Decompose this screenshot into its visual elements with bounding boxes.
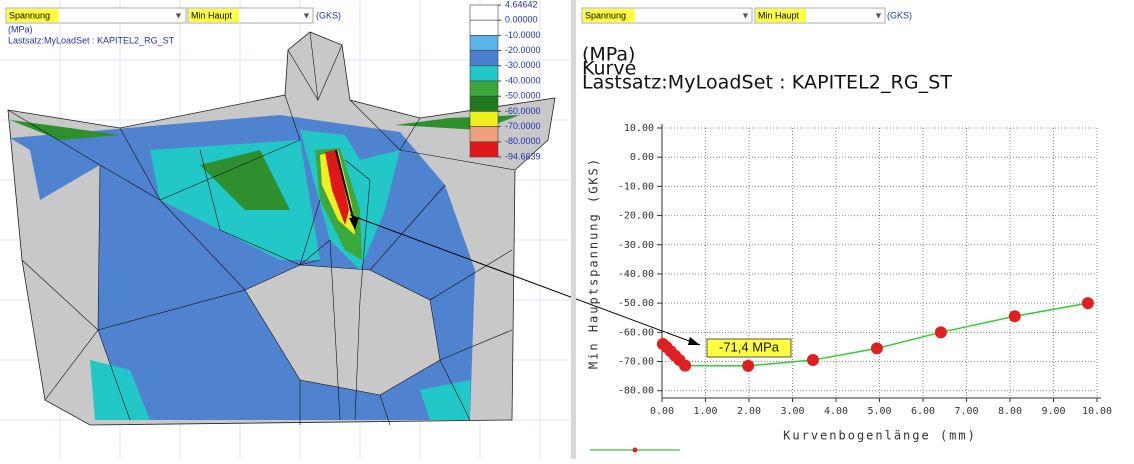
y-tick-label: -50.00 [618, 298, 654, 309]
data-point [742, 360, 754, 372]
data-point [871, 342, 883, 354]
x-tick-label: 10.00 [1082, 406, 1112, 417]
x-tick-label: 3.00 [780, 406, 804, 417]
annotation-text: -71,4 MPa [719, 339, 780, 354]
legend-swatch [470, 20, 498, 35]
y-tick-label: 0.00 [630, 152, 654, 163]
y-tick-label: 10.00 [624, 123, 654, 134]
legend-label: -70.0000 [505, 121, 541, 131]
color-legend: 4.64642 0.00000 -10.0000 -20.0000 -30.0000 -4… [470, 0, 541, 161]
legend-swatch [470, 111, 498, 126]
x-tick-label: 7.00 [954, 406, 978, 417]
data-point [679, 360, 691, 372]
data-point [1009, 310, 1021, 322]
dropdown-arrow: ▼ [874, 10, 883, 20]
legend-swatch [470, 5, 498, 20]
page: Spannung ▼ Min Haupt ▼ (GKS) (MPa) Lasts… [0, 0, 1134, 459]
system-text: (GKS) [316, 10, 341, 20]
screen: Spannung ▼ Min Haupt ▼ (GKS) (MPa) Lasts… [0, 0, 1134, 459]
x-axis-label: Kurvenbogenlänge (mm) [783, 429, 977, 443]
legend-label: -60.0000 [505, 106, 541, 116]
x-tick-label: 5.00 [867, 406, 891, 417]
y-tick-label: -10.00 [618, 181, 654, 192]
legend-label: -40.0000 [505, 75, 541, 85]
legend-label: -80.0000 [505, 136, 541, 146]
load-set-text: Lastsatz:MyLoadSet : KAPITEL2_RG_ST [8, 35, 175, 45]
y-tick-label: -30.00 [618, 240, 654, 251]
legend-marker [633, 448, 638, 453]
unit-text: (MPa) [8, 24, 33, 34]
legend-swatch [470, 81, 498, 96]
data-point [807, 354, 819, 366]
y-tick-label: -70.00 [618, 357, 654, 368]
x-tick-label: 9.00 [1041, 406, 1065, 417]
x-tick-label: 6.00 [911, 406, 935, 417]
legend-swatch [470, 142, 498, 157]
x-tick-label: 4.00 [824, 406, 848, 417]
y-tick-label: -80.00 [618, 386, 654, 397]
dropdown-arrow: ▼ [174, 10, 183, 20]
x-tick-label: 0.00 [650, 406, 674, 417]
legend-label: 0.00000 [505, 15, 538, 25]
dropdown-arrow: ▼ [302, 10, 311, 20]
x-tick-label: 2.00 [737, 406, 761, 417]
left-toolbar: Spannung ▼ Min Haupt ▼ (GKS) [6, 8, 341, 23]
x-tick-label: 8.00 [998, 406, 1022, 417]
quantity-text: Spannung [9, 10, 50, 20]
legend-label: -94.6639 [505, 151, 541, 161]
legend-swatch [470, 127, 498, 142]
legend-label: -10.0000 [505, 30, 541, 40]
legend-label: -50.0000 [505, 91, 541, 101]
data-point [1082, 297, 1094, 309]
y-axis-label: Min Hauptspannung (GKS) [587, 157, 601, 369]
right-toolbar: Spannung ▼ Min Haupt ▼ (GKS) [582, 8, 912, 23]
data-point [935, 326, 947, 338]
legend-label: -20.0000 [505, 45, 541, 55]
component-text: Min Haupt [758, 10, 800, 20]
system-text: (GKS) [887, 10, 912, 20]
x-tick-label: 1.00 [693, 406, 717, 417]
legend-label: 4.64642 [505, 0, 538, 9]
legend-swatch [470, 66, 498, 81]
quantity-text: Spannung [585, 10, 626, 20]
y-tick-label: -20.00 [618, 211, 654, 222]
divider[interactable] [571, 0, 576, 459]
legend-swatch [470, 96, 498, 111]
component-text: Min Haupt [191, 10, 233, 20]
chart-title-line: Lastsatz:MyLoadSet : KAPITEL2_RG_ST [582, 72, 952, 94]
legend-swatch [470, 51, 498, 66]
legend-label: -30.0000 [505, 60, 541, 70]
y-tick-label: -60.00 [618, 327, 654, 338]
y-tick-label: -40.00 [618, 269, 654, 280]
legend-swatch [470, 35, 498, 50]
connector-arrow-head [688, 337, 700, 345]
dropdown-arrow: ▼ [741, 10, 750, 20]
